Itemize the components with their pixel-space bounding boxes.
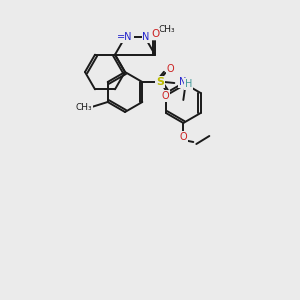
- Text: O: O: [161, 91, 169, 101]
- Text: S: S: [156, 77, 164, 87]
- Text: CH₃: CH₃: [159, 25, 175, 34]
- Text: N: N: [178, 77, 186, 87]
- Text: =N: =N: [117, 32, 133, 42]
- Text: CH₃: CH₃: [75, 103, 92, 112]
- Text: H: H: [184, 79, 192, 89]
- Text: O: O: [167, 64, 174, 74]
- Text: O: O: [151, 29, 159, 39]
- Text: N: N: [142, 32, 150, 42]
- Text: O: O: [179, 132, 187, 142]
